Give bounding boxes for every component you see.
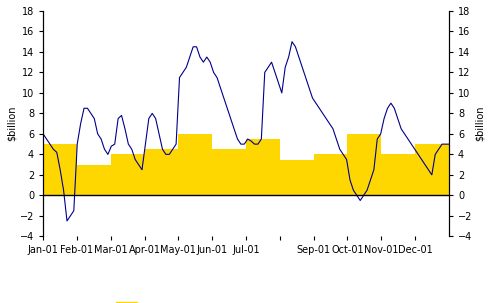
Y-axis label: $billion: $billion (7, 106, 17, 142)
Legend: Treasury Notes, Net short-term assets: Treasury Notes, Net short-term assets (112, 298, 380, 303)
Y-axis label: $billion: $billion (475, 106, 485, 142)
